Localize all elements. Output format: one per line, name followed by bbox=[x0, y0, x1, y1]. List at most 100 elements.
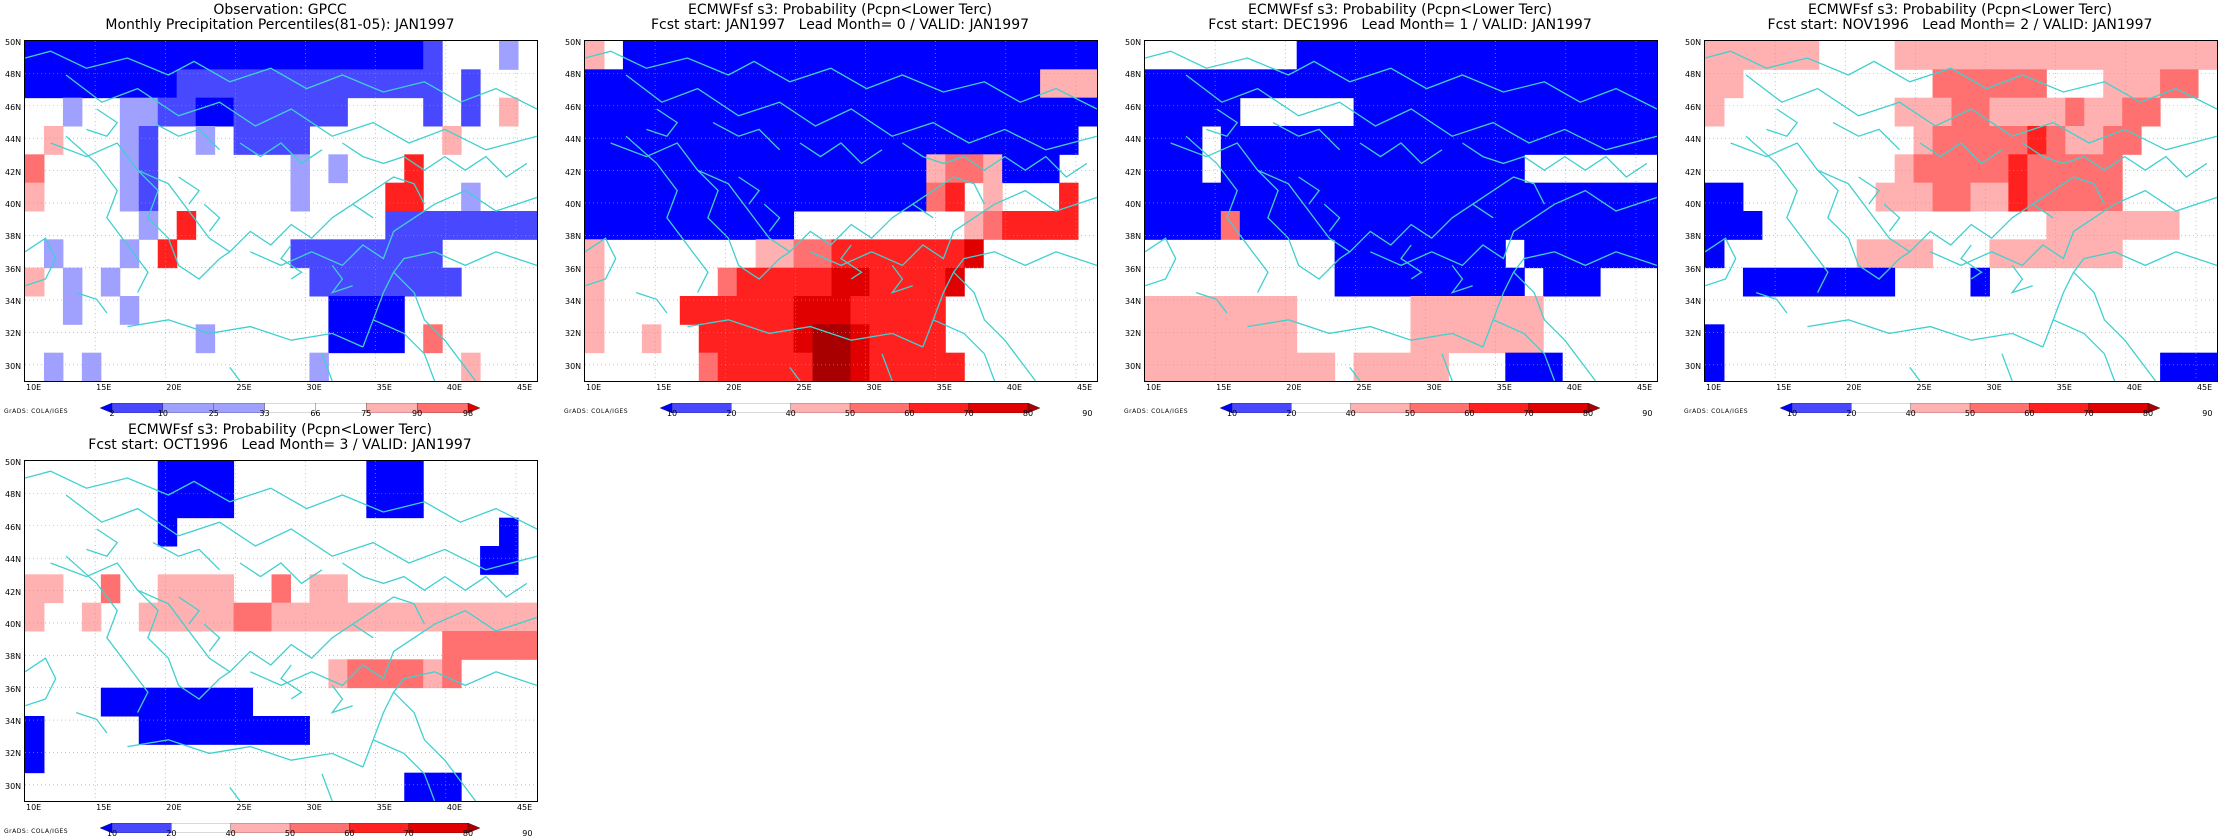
grid-cell bbox=[423, 69, 443, 99]
probability-map bbox=[1144, 40, 1658, 382]
grid-cell bbox=[385, 296, 405, 325]
coastline bbox=[372, 739, 436, 801]
grid-cell bbox=[793, 126, 814, 155]
grid-cell bbox=[585, 296, 605, 325]
grid-cell bbox=[2046, 154, 2066, 184]
grid-cell bbox=[1448, 126, 1468, 155]
grid-cell bbox=[157, 489, 178, 519]
grid-cell bbox=[679, 41, 700, 70]
grid-cell bbox=[1486, 97, 1506, 127]
grid-cell bbox=[1486, 126, 1506, 155]
grid-cell bbox=[195, 126, 216, 155]
coastline bbox=[1323, 203, 1341, 232]
grid-cell bbox=[907, 97, 927, 127]
grid-cell bbox=[888, 41, 908, 70]
coastline bbox=[1370, 189, 1657, 267]
coastline bbox=[625, 135, 709, 293]
grid-cell bbox=[176, 602, 197, 632]
coastline bbox=[1513, 271, 1597, 381]
grid-cell bbox=[1989, 239, 2009, 269]
coastline bbox=[137, 589, 231, 700]
grid-cell bbox=[888, 324, 908, 354]
colorbar-label: 66 bbox=[310, 409, 321, 418]
grads-credit: GrADS: COLA/IGES bbox=[4, 828, 69, 835]
grid-cell bbox=[1239, 352, 1260, 381]
grid-cell bbox=[888, 126, 908, 155]
grid-cell bbox=[2141, 97, 2161, 127]
grid-cell bbox=[1761, 41, 1782, 70]
grid-cell bbox=[1145, 324, 1165, 354]
grid-cell bbox=[366, 461, 386, 490]
grid-cell bbox=[1467, 211, 1487, 240]
grid-cell bbox=[926, 352, 946, 381]
grid-cell bbox=[717, 211, 738, 240]
colorbar-label: 40 bbox=[225, 829, 236, 838]
grid-cell bbox=[25, 154, 45, 184]
grid-cell bbox=[1145, 97, 1165, 127]
grid-cell bbox=[774, 239, 795, 269]
grid-cell bbox=[869, 126, 889, 155]
grid-cell bbox=[945, 41, 965, 70]
grid-cell bbox=[1059, 97, 1079, 127]
grid-cell bbox=[907, 69, 927, 99]
grid-cell bbox=[1619, 41, 1639, 70]
grid-cell bbox=[1078, 97, 1097, 127]
grid-cell bbox=[2198, 41, 2217, 70]
latitude-tick-label: 34N bbox=[1125, 297, 1142, 307]
grid-cell bbox=[1600, 69, 1620, 99]
colorbar-swatch bbox=[1587, 402, 1601, 414]
grid-cell bbox=[831, 267, 851, 297]
grid-cell bbox=[1372, 126, 1393, 155]
grid-cell bbox=[1581, 69, 1601, 99]
coastline bbox=[75, 711, 108, 734]
grid-cell bbox=[945, 154, 965, 184]
grid-cell bbox=[1059, 69, 1079, 99]
grid-cell bbox=[25, 182, 45, 212]
grid-cell bbox=[1951, 182, 1971, 212]
grid-cell bbox=[755, 97, 776, 127]
grid-cell bbox=[157, 517, 178, 547]
grid-cell bbox=[1353, 154, 1374, 184]
grid-cell bbox=[1600, 126, 1620, 155]
grid-cell bbox=[1002, 126, 1022, 155]
grid-cell bbox=[1505, 267, 1525, 297]
grid-cell bbox=[1581, 41, 1601, 70]
grid-cell bbox=[1989, 182, 2009, 212]
grid-cell bbox=[1429, 239, 1449, 269]
grid-cell bbox=[622, 97, 643, 127]
grid-cell bbox=[176, 489, 197, 519]
grid-cell bbox=[2141, 69, 2161, 99]
grid-cell bbox=[1429, 352, 1449, 381]
coastline bbox=[1185, 135, 1269, 293]
grid-cell bbox=[1182, 296, 1203, 325]
colorbar-swatch bbox=[968, 402, 1029, 414]
grid-cell bbox=[1040, 154, 1060, 184]
longitude-tick-label: 45E bbox=[2196, 383, 2213, 392]
colorbar-label: 20 bbox=[1846, 409, 1857, 418]
grid-cell bbox=[698, 126, 719, 155]
grid-cell bbox=[926, 97, 946, 127]
grid-cell bbox=[1723, 211, 1744, 240]
grid-cell bbox=[1220, 69, 1241, 99]
grid-cell bbox=[461, 97, 481, 127]
grid-cell bbox=[252, 41, 273, 70]
grid-cell bbox=[385, 267, 405, 297]
grid-cell bbox=[2198, 352, 2217, 381]
grid-cell bbox=[2084, 97, 2104, 127]
coastline bbox=[1755, 291, 1788, 314]
grid-cell bbox=[1581, 182, 1601, 212]
grid-cell bbox=[195, 716, 216, 745]
grid-cell bbox=[585, 97, 605, 127]
coastline bbox=[65, 135, 149, 293]
grid-cell bbox=[603, 97, 624, 127]
grid-cell bbox=[1220, 154, 1241, 184]
panel-title-line2: Fcst start: DEC1996 Lead Month= 1 / VALI… bbox=[1208, 17, 1592, 33]
grid-cell bbox=[271, 574, 291, 604]
coastline bbox=[1705, 237, 1737, 287]
grid-cell bbox=[119, 239, 140, 269]
colorbar-label: 90 bbox=[1082, 409, 1093, 418]
grid-cell bbox=[290, 69, 310, 99]
grid-cell bbox=[2122, 211, 2142, 240]
colorbar-swatch bbox=[1409, 402, 1470, 414]
colorbar-label: 80 bbox=[2142, 409, 2154, 418]
